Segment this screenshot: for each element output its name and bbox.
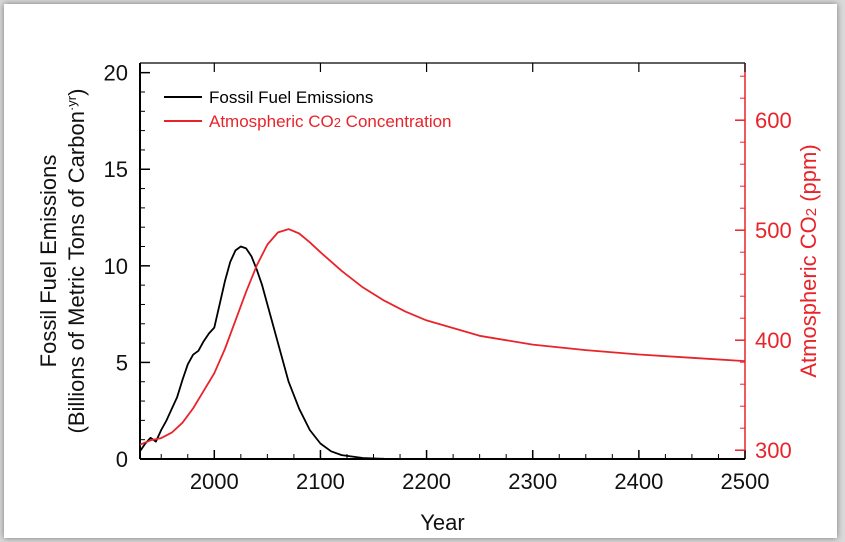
line-chart: 2000 2100 2200 2300 2400 2500 0 5 10 15 20 300 400 50…	[36, 61, 821, 535]
y-tick-label: 20	[104, 61, 128, 86]
y-tick-label: 5	[116, 350, 128, 375]
y-axis-title: Fossil Fuel Emissions	[36, 155, 61, 368]
legend-label-co2: Atmospheric CO2 Concentration	[209, 112, 452, 131]
y2-tick-label: 500	[755, 218, 792, 243]
y2-axis-title: Atmospheric CO2 (ppm)	[796, 144, 821, 377]
x-axis-title: Year	[420, 510, 464, 535]
fossil-fuel-emissions-line	[139, 245, 427, 460]
y-tick-label: 0	[116, 447, 128, 472]
y2-tick-label: 600	[755, 108, 792, 133]
x-tick-label: 2200	[402, 469, 451, 494]
co2-concentration-line	[139, 228, 746, 446]
y2-tick-label: 300	[755, 438, 792, 463]
y-tick-label: 15	[104, 157, 128, 182]
y-axis-subtitle: (Billions of Metric Tons of Carbon·yr)	[64, 89, 89, 434]
chart-card: 2000 2100 2200 2300 2400 2500 0 5 10 15 20 300 400 50…	[4, 4, 837, 538]
x-tick-label: 2400	[614, 469, 663, 494]
y2-tick-label: 400	[755, 328, 792, 353]
legend-label-emissions: Fossil Fuel Emissions	[209, 88, 373, 107]
x-tick-label: 2300	[508, 469, 557, 494]
x-tick-label: 2500	[721, 469, 770, 494]
x-tick-label: 2100	[296, 469, 345, 494]
x-tick-label: 2000	[190, 469, 239, 494]
y-tick-label: 10	[104, 254, 128, 279]
